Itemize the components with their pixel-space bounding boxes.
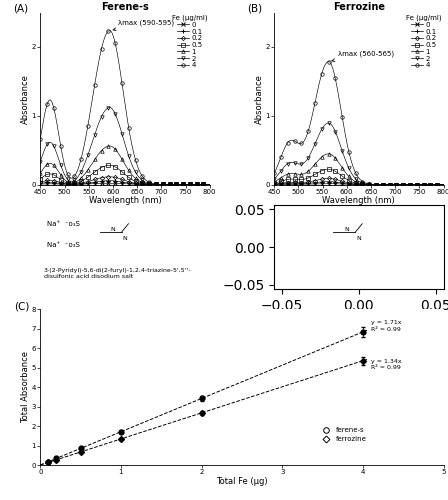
Text: 3-(2-Pyridyl)-5,6-di(2-furyl)-1,2,4-triazine-5',5''-
disulfonic acid disodium sa: 3-(2-Pyridyl)-5,6-di(2-furyl)-1,2,4-tria… <box>44 268 191 279</box>
Legend: 0, 0.1, 0.2, 0.5, 1, 2, 4: 0, 0.1, 0.2, 0.5, 1, 2, 4 <box>171 14 208 69</box>
X-axis label: Total Fe (μg): Total Fe (μg) <box>216 476 268 486</box>
Text: λmax (560-565): λmax (560-565) <box>332 51 394 62</box>
Text: Na⁺  ⁻o₃S: Na⁺ ⁻o₃S <box>47 220 80 226</box>
Title: Ferrozine: Ferrozine <box>333 2 385 12</box>
Legend: ferene-s, ferrozine: ferene-s, ferrozine <box>319 426 367 443</box>
Text: (B): (B) <box>247 4 262 14</box>
Title: Ferene-s: Ferene-s <box>101 2 149 12</box>
Text: (C): (C) <box>14 302 30 312</box>
Text: N: N <box>357 236 361 242</box>
Y-axis label: Absorbance: Absorbance <box>21 74 30 124</box>
Text: λmax (590-595): λmax (590-595) <box>113 20 174 30</box>
Legend: 0, 0.1, 0.2, 0.5, 1, 2, 4: 0, 0.1, 0.2, 0.5, 1, 2, 4 <box>405 14 442 69</box>
Text: (A): (A) <box>13 4 28 14</box>
Text: N: N <box>345 227 349 232</box>
Y-axis label: Absorbance: Absorbance <box>255 74 264 124</box>
Text: N: N <box>111 227 116 232</box>
Text: y = 1.34x
R² = 0.99: y = 1.34x R² = 0.99 <box>371 359 401 370</box>
Text: N: N <box>123 236 127 242</box>
Text: Na⁺  ⁻o₃S: Na⁺ ⁻o₃S <box>47 242 80 248</box>
Text: y = 1.71x
R² = 0.99: y = 1.71x R² = 0.99 <box>371 320 401 332</box>
X-axis label: Wavelength (nm): Wavelength (nm) <box>89 196 161 205</box>
Y-axis label: Total Absorbance: Total Absorbance <box>21 351 30 423</box>
X-axis label: Wavelength (nm): Wavelength (nm) <box>323 196 395 205</box>
